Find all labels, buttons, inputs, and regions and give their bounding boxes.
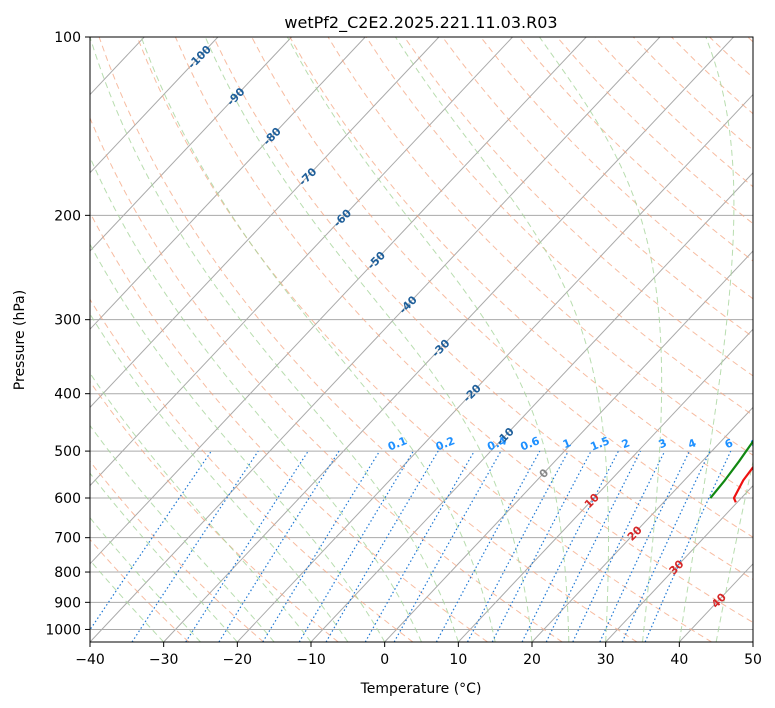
dry-adiabat-line [90, 116, 563, 642]
moist-adiabat-line [90, 424, 275, 642]
dry-adiabat-line [174, 37, 753, 624]
mixing-ratio-label: 1 [561, 436, 573, 451]
mixing-ratio-line [521, 450, 619, 642]
mixing-ratio-line [185, 450, 309, 642]
moist-adiabat-line [286, 37, 570, 642]
moist-adiabat-line [539, 37, 663, 642]
x-tick-label: 20 [523, 652, 541, 668]
dry-adiabat-line [90, 298, 414, 642]
isotherm-line [384, 250, 753, 642]
plot-frame [89, 36, 754, 643]
y-tick-label: 200 [54, 208, 81, 224]
x-tick-label: −10 [296, 652, 326, 668]
isotherm-line [90, 37, 587, 565]
x-tick-label: −40 [75, 652, 105, 668]
mixing-ratio-label: 3 [657, 436, 669, 451]
chart-title: wetPf2_C2E2.2025.221.11.03.R03 [284, 13, 557, 33]
moist-adiabat-line [204, 37, 533, 642]
moist-adiabat-line [90, 313, 349, 642]
moist-adiabat-line [90, 372, 312, 642]
isotherm-line [90, 37, 219, 174]
y-tick-label: 800 [54, 565, 81, 581]
x-tick-label: 40 [670, 652, 688, 668]
mixing-ratio-line [218, 450, 340, 642]
moist-adiabat-line [678, 37, 735, 642]
mixing-ratio-line [435, 450, 541, 642]
dry-adiabat-line [213, 37, 753, 581]
plot-area: 0.10.20.40.611.52346810131620253036-100-… [90, 37, 753, 642]
y-tick-label: 400 [54, 387, 81, 403]
x-tick-label: 0 [380, 652, 389, 668]
dry-adiabat-line [90, 538, 190, 642]
x-tick-label: −30 [149, 652, 179, 668]
moist-adiabat-line [90, 37, 459, 642]
isotherm-line [90, 37, 292, 252]
isotherm-line [531, 406, 753, 642]
axes: −40 −30 −20 −10 0 10 20 30 40 50 1000 900 800 700 600 5… [45, 30, 762, 668]
moist-adiabat-line [90, 243, 386, 642]
y-tick-label: 100 [54, 30, 81, 46]
mixing-ratio-line [393, 450, 502, 642]
isotherm-line [605, 484, 753, 642]
moist-adiabat-line [715, 459, 753, 642]
mixing-ratio-line [131, 450, 259, 642]
moist-adiabat-line [140, 37, 496, 642]
dry-adiabat-line [327, 37, 753, 456]
dry-adiabat-line [136, 37, 712, 642]
isotherm-line [163, 37, 734, 642]
mixing-ratio-line [262, 450, 381, 642]
x-tick-label: −20 [223, 652, 253, 668]
x-tick-label: 10 [449, 652, 467, 668]
y-tick-label: 700 [54, 531, 81, 547]
y-tick-label: 1000 [45, 622, 81, 638]
y-tick-label: 300 [54, 313, 81, 329]
moist-adiabat-line [395, 37, 610, 642]
dry-adiabat-line [90, 460, 264, 642]
mixing-ratio-line [545, 450, 642, 642]
dry-adiabat-line [365, 37, 753, 416]
x-tick-label: 30 [597, 652, 615, 668]
moist-adiabat-line [90, 156, 422, 642]
isotherm-line [310, 172, 753, 642]
isotherm-line [236, 93, 753, 642]
dry-adiabat-line [98, 37, 638, 642]
isotherm-line [90, 37, 440, 409]
isotherm-line [90, 37, 513, 487]
dry-adiabat-line [90, 211, 488, 642]
isotherm-line [457, 328, 753, 642]
mixing-ratio-line [90, 450, 212, 631]
dry-adiabat-line [251, 37, 753, 538]
x-tick-label: 50 [744, 652, 762, 668]
y-tick-label: 500 [54, 444, 81, 460]
y-tick-label: 600 [54, 491, 81, 507]
mixing-ratio-label: 2 [620, 436, 632, 451]
isotherm-line [90, 37, 366, 330]
y-axis-label: Pressure (hPa) [12, 290, 28, 390]
mixing-ratio-line [644, 450, 732, 642]
x-axis-label: Temperature (°C) [360, 681, 482, 697]
y-tick-label: 900 [54, 595, 81, 611]
